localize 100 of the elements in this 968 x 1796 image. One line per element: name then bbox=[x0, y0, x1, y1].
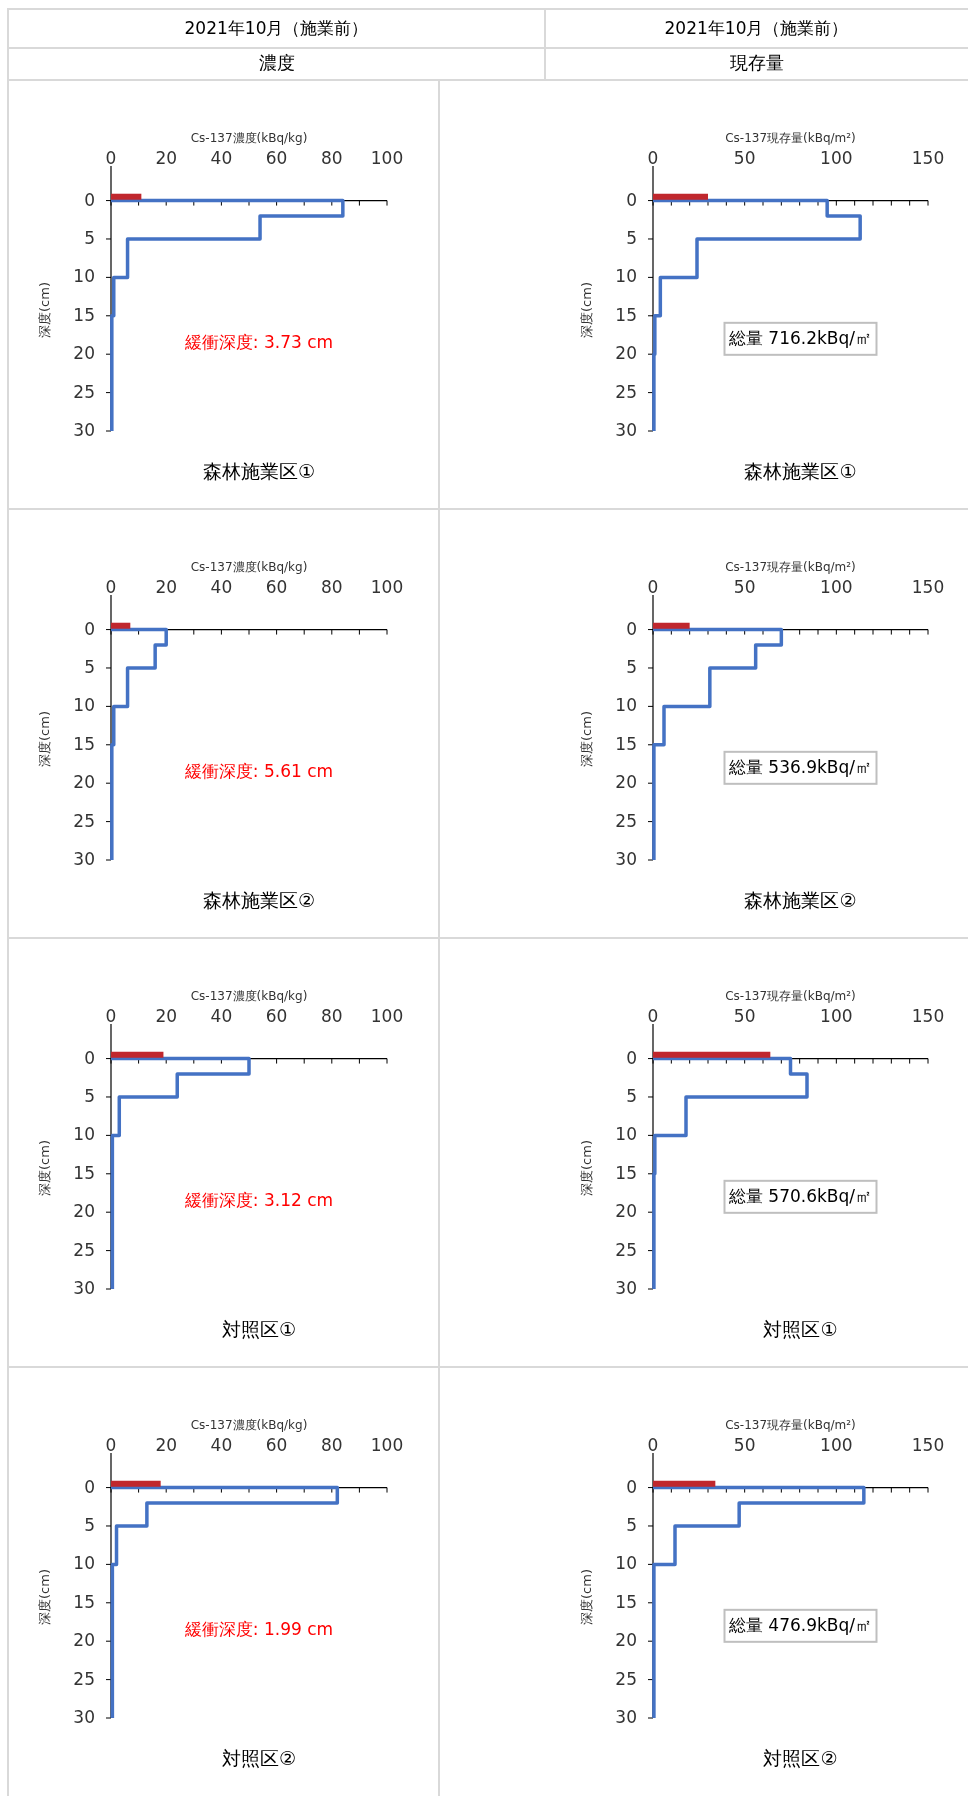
line-series bbox=[109, 1485, 340, 1720]
y-axis-title: 深度(cm) bbox=[579, 282, 594, 338]
y-axis-title: 深度(cm) bbox=[579, 1569, 594, 1625]
y-tick-label: 0 bbox=[84, 1476, 95, 1497]
x-tick-label: 60 bbox=[265, 577, 288, 597]
x-tick-label: 60 bbox=[265, 1006, 288, 1026]
y-tick-label: 20 bbox=[73, 772, 95, 793]
line-series bbox=[109, 627, 168, 862]
x-tick-label: 0 bbox=[647, 1006, 659, 1026]
x-tick-label: 80 bbox=[320, 1006, 343, 1026]
y-tick-label: 15 bbox=[73, 1591, 95, 1612]
chart-title: 2021年10月（施業前） bbox=[184, 17, 369, 38]
annotation: 緩衝深度: 5.61 cm bbox=[183, 760, 334, 781]
x-tick-label: 20 bbox=[155, 577, 178, 597]
y-tick-label: 15 bbox=[615, 304, 637, 325]
text: 森林施業区② bbox=[202, 888, 316, 911]
y-tick-label: 25 bbox=[73, 1668, 95, 1689]
x-axis-title: Cs-137現存量(kBq/m²) bbox=[725, 1418, 856, 1432]
x-tick-label: 60 bbox=[265, 1435, 288, 1455]
line-series bbox=[109, 198, 345, 433]
y-tick-label: 25 bbox=[73, 381, 95, 402]
x-tick-label: 150 bbox=[911, 577, 945, 597]
y-tick-label: 0 bbox=[626, 1476, 637, 1497]
x-tick-label: 0 bbox=[105, 1435, 117, 1455]
y-tick-label: 30 bbox=[73, 420, 95, 440]
x-tick-label: 0 bbox=[647, 148, 659, 168]
x-axis-title: Cs-137濃度(kBq/kg) bbox=[190, 1418, 308, 1432]
y-tick-label: 0 bbox=[626, 1047, 637, 1068]
x-tick-label: 150 bbox=[911, 148, 945, 168]
text: 対照区② bbox=[763, 1746, 838, 1769]
x-axis-title: Cs-137濃度(kBq/kg) bbox=[190, 560, 308, 574]
x-tick-label: 100 bbox=[370, 577, 404, 597]
y-tick-label: 25 bbox=[615, 1239, 637, 1260]
y-tick-label: 20 bbox=[73, 1630, 95, 1651]
x-tick-label: 40 bbox=[210, 1435, 233, 1455]
y-tick-label: 30 bbox=[615, 420, 637, 440]
y-tick-label: 25 bbox=[615, 381, 637, 402]
y-tick-label: 25 bbox=[615, 810, 637, 831]
x-tick-label: 0 bbox=[105, 577, 117, 597]
y-tick-label: 30 bbox=[73, 1707, 95, 1727]
annotation: 総量 716.2kBq/㎡ bbox=[727, 327, 873, 348]
x-tick-label: 0 bbox=[647, 577, 659, 597]
x-tick-label: 100 bbox=[370, 148, 404, 168]
y-tick-label: 10 bbox=[615, 1553, 637, 1574]
y-tick-label: 20 bbox=[73, 1201, 95, 1222]
line-series bbox=[109, 1056, 251, 1291]
x-tick-label: 150 bbox=[911, 1435, 945, 1455]
y-tick-label: 15 bbox=[615, 1162, 637, 1183]
x-tick-label: 80 bbox=[320, 148, 343, 168]
x-tick-label: 80 bbox=[320, 577, 343, 597]
y-tick-label: 5 bbox=[84, 656, 95, 677]
x-tick-label: 50 bbox=[733, 148, 756, 168]
x-tick-label: 60 bbox=[265, 148, 288, 168]
y-tick-label: 0 bbox=[84, 1047, 95, 1068]
x-tick-label: 100 bbox=[370, 1435, 404, 1455]
y-tick-label: 15 bbox=[73, 733, 95, 754]
y-axis-title: 深度(cm) bbox=[37, 282, 52, 338]
y-tick-label: 25 bbox=[73, 810, 95, 831]
y-tick-label: 5 bbox=[626, 1514, 637, 1535]
y-tick-label: 5 bbox=[84, 227, 95, 248]
chart-subtitle: 現存量 bbox=[729, 52, 784, 73]
y-tick-label: 5 bbox=[626, 1085, 637, 1106]
x-tick-label: 80 bbox=[320, 1435, 343, 1455]
x-tick-label: 40 bbox=[210, 148, 233, 168]
x-tick-label: 20 bbox=[155, 1006, 178, 1026]
y-axis-title: 深度(cm) bbox=[579, 711, 594, 767]
x-tick-label: 20 bbox=[155, 148, 178, 168]
x-axis-title: Cs-137濃度(kBq/kg) bbox=[190, 989, 308, 1003]
y-tick-label: 30 bbox=[615, 1707, 637, 1727]
x-axis-title: Cs-137現存量(kBq/m²) bbox=[725, 560, 856, 574]
x-axis-title: Cs-137濃度(kBq/kg) bbox=[190, 131, 308, 145]
y-tick-label: 0 bbox=[626, 618, 637, 639]
x-tick-label: 0 bbox=[105, 1006, 117, 1026]
annotation: 総量 536.9kBq/㎡ bbox=[727, 756, 873, 777]
y-tick-label: 5 bbox=[84, 1085, 95, 1106]
y-tick-label: 10 bbox=[615, 266, 637, 287]
x-tick-label: 0 bbox=[647, 1435, 659, 1455]
y-axis-title: 深度(cm) bbox=[37, 1569, 52, 1625]
x-tick-label: 50 bbox=[733, 1435, 756, 1455]
text: 森林施業区① bbox=[202, 459, 316, 482]
x-tick-label: 0 bbox=[105, 148, 117, 168]
x-tick-label: 100 bbox=[820, 1006, 853, 1026]
y-tick-label: 10 bbox=[615, 695, 637, 716]
x-tick-label: 100 bbox=[370, 1006, 404, 1026]
x-tick-label: 40 bbox=[210, 577, 233, 597]
y-tick-label: 30 bbox=[73, 1278, 95, 1298]
y-tick-label: 15 bbox=[73, 1162, 95, 1183]
x-tick-label: 100 bbox=[820, 577, 853, 597]
y-tick-label: 0 bbox=[626, 189, 637, 210]
text: 森林施業区② bbox=[744, 888, 857, 911]
y-tick-label: 10 bbox=[73, 266, 95, 287]
y-tick-label: 30 bbox=[615, 1278, 637, 1298]
x-tick-label: 100 bbox=[820, 148, 853, 168]
annotation: 緩衝深度: 3.73 cm bbox=[183, 331, 334, 352]
chart-subtitle: 濃度 bbox=[258, 52, 295, 73]
x-tick-label: 20 bbox=[155, 1435, 178, 1455]
y-tick-label: 0 bbox=[84, 618, 95, 639]
y-tick-label: 15 bbox=[615, 733, 637, 754]
x-tick-label: 150 bbox=[911, 1006, 945, 1026]
annotation: 緩衝深度: 3.12 cm bbox=[183, 1189, 334, 1210]
